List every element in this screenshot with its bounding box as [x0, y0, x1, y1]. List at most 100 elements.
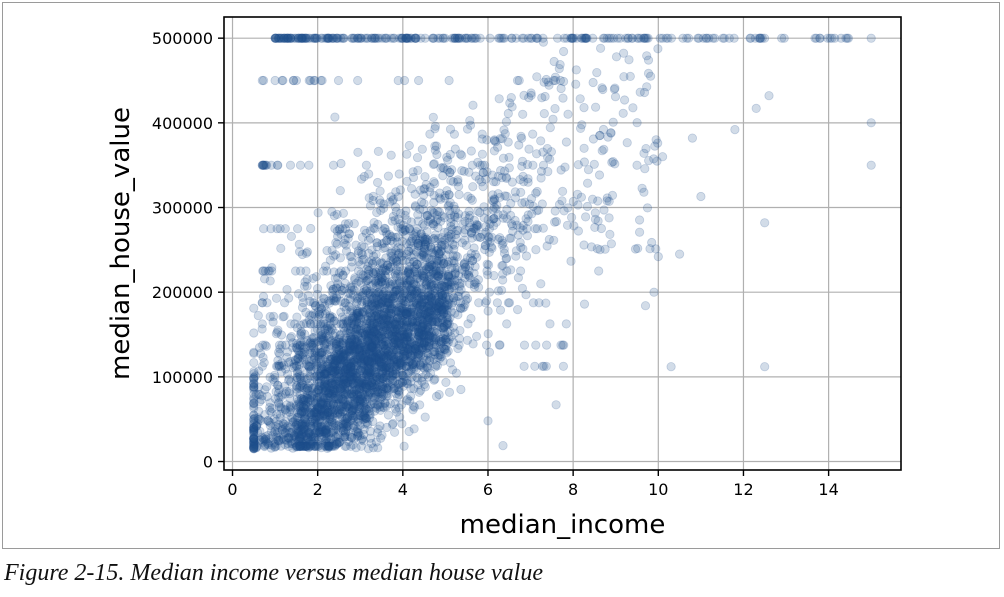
- scatter-point: [335, 350, 345, 360]
- scatter-point: [399, 357, 409, 367]
- scatter-point: [435, 297, 445, 308]
- scatter-point: [542, 144, 553, 154]
- scatter-point: [381, 322, 391, 333]
- scatter-point: [320, 393, 331, 403]
- y-tick-label: 300000: [152, 199, 213, 218]
- scatter-point: [386, 192, 396, 202]
- scatter-point: [402, 275, 412, 285]
- scatter-point: [422, 324, 432, 334]
- scatter-point: [469, 279, 479, 290]
- scatter-point: [404, 140, 414, 151]
- scatter-point: [513, 273, 524, 283]
- scatter-point: [321, 368, 332, 378]
- scatter-point: [321, 441, 331, 451]
- scatter-point: [447, 165, 457, 175]
- scatter-point: [427, 290, 437, 300]
- scatter-point: [580, 212, 591, 222]
- scatter-point: [368, 280, 378, 290]
- scatter-point: [290, 319, 300, 329]
- scatter-point: [395, 219, 405, 229]
- scatter-point: [373, 400, 383, 410]
- scatter-point: [335, 377, 345, 387]
- scatter-point: [324, 442, 334, 452]
- scatter-point: [249, 303, 259, 313]
- scatter-point: [432, 214, 443, 224]
- scatter-point: [482, 167, 492, 177]
- scatter-point: [357, 342, 367, 353]
- scatter-point: [325, 255, 335, 265]
- scatter-point: [356, 278, 366, 288]
- scatter-point: [380, 332, 390, 342]
- scatter-point: [339, 371, 350, 381]
- scatter-point: [365, 288, 375, 299]
- scatter-point: [342, 363, 352, 373]
- scatter-point: [431, 295, 441, 305]
- scatter-point: [270, 372, 280, 383]
- scatter-point: [412, 286, 422, 296]
- scatter-point: [315, 422, 325, 432]
- scatter-point: [441, 292, 451, 303]
- scatter-point: [590, 102, 601, 112]
- scatter-point: [404, 246, 414, 256]
- scatter-point: [395, 330, 405, 341]
- scatter-point: [265, 398, 275, 408]
- scatter-point: [327, 325, 337, 335]
- scatter-point: [314, 381, 325, 391]
- scatter-point: [373, 146, 383, 156]
- scatter-point: [536, 136, 546, 146]
- scatter-point: [323, 325, 333, 336]
- scatter-point: [649, 154, 659, 164]
- scatter-point: [619, 95, 630, 105]
- scatter-point: [408, 405, 418, 415]
- scatter-point: [370, 33, 380, 43]
- scatter-point: [381, 336, 391, 346]
- scatter-point: [351, 311, 361, 321]
- scatter-point: [329, 367, 339, 377]
- scatter-point: [496, 285, 507, 295]
- scatter-point: [359, 410, 369, 421]
- scatter-point: [249, 438, 259, 449]
- scatter-point: [431, 266, 441, 276]
- scatter-point: [549, 235, 559, 245]
- scatter-point: [746, 33, 756, 43]
- scatter-point: [366, 341, 377, 352]
- scatter-point: [364, 409, 375, 419]
- scatter-point: [506, 219, 517, 229]
- scatter-point: [464, 167, 474, 177]
- scatter-points: [249, 33, 876, 454]
- scatter-point: [415, 315, 425, 325]
- outlier-point: [483, 416, 493, 426]
- scatter-point: [273, 361, 283, 371]
- scatter-point: [364, 357, 374, 368]
- scatter-point: [419, 379, 429, 389]
- scatter-point: [368, 416, 378, 427]
- outlier-point: [632, 160, 642, 170]
- scatter-point: [515, 175, 525, 185]
- scatter-point: [441, 277, 451, 287]
- scatter-point: [464, 266, 474, 276]
- scatter-point: [421, 180, 431, 190]
- scatter-point: [404, 293, 414, 303]
- outlier-point: [270, 75, 280, 86]
- scatter-point: [523, 210, 533, 220]
- outlier-point: [760, 362, 770, 372]
- scatter-point: [410, 344, 420, 354]
- scatter-point: [320, 420, 330, 430]
- scatter-point: [444, 205, 455, 216]
- scatter-point: [320, 340, 330, 350]
- scatter-point: [296, 331, 306, 341]
- scatter-point: [273, 325, 283, 335]
- scatter-point: [361, 276, 371, 286]
- scatter-point: [353, 401, 363, 411]
- scatter-point: [301, 318, 311, 329]
- scatter-point: [375, 372, 385, 383]
- scatter-point: [449, 283, 459, 293]
- scatter-point: [412, 340, 422, 351]
- scatter-point: [344, 403, 354, 413]
- scatter-point: [249, 422, 259, 432]
- scatter-point: [444, 190, 454, 200]
- scatter-point: [315, 348, 325, 358]
- scatter-point: [303, 442, 314, 453]
- scatter-point: [472, 219, 482, 230]
- scatter-point: [554, 199, 565, 210]
